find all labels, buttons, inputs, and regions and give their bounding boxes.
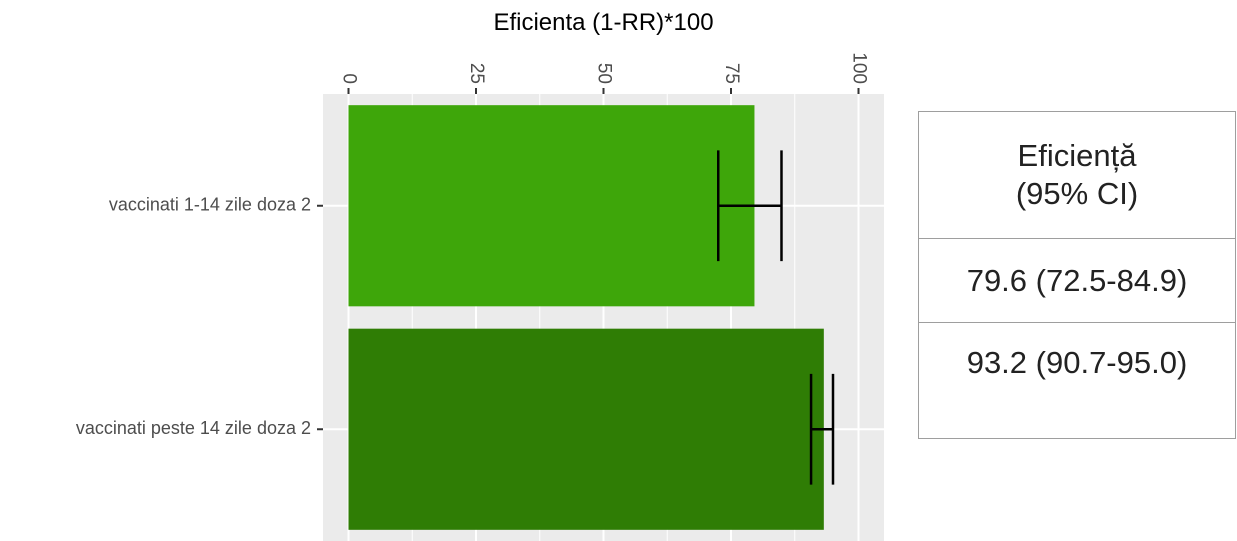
error-bar bbox=[809, 373, 835, 485]
x-tick-label: 75 bbox=[721, 63, 742, 84]
table-row-value: 79.6 (72.5-84.9) bbox=[966, 262, 1188, 298]
bar-chart: 0 25 50 75 100 vaccinati 1-14 zile doza 2vac… bbox=[76, 9, 884, 541]
efficiency-table: Eficiență (95% CI) 79.6 (72.5-84.9) 93.2… bbox=[918, 111, 1236, 439]
bar bbox=[348, 105, 755, 307]
y-axis-ticks: vaccinati 1-14 zile doza 2 vaccinati pest… bbox=[76, 195, 323, 438]
bar bbox=[348, 328, 824, 530]
table-header-line1: Eficiență bbox=[1017, 138, 1137, 173]
bars bbox=[348, 105, 824, 530]
table-row-value: 93.2 (90.7-95.0) bbox=[966, 345, 1188, 380]
x-tick-label: 0 bbox=[338, 73, 359, 84]
x-tick-label: 50 bbox=[593, 63, 614, 84]
y-category-label: vaccinati 1-14 zile doza 2 bbox=[109, 195, 311, 215]
error-bar bbox=[717, 150, 783, 262]
table-header: Eficiență (95% CI) bbox=[919, 112, 1235, 239]
table-row: 79.6 (72.5-84.9) bbox=[919, 239, 1235, 323]
x-tick-label: 25 bbox=[466, 63, 487, 84]
x-tick-label: 100 bbox=[848, 52, 869, 84]
y-category-label: vaccinati peste 14 zile doza 2 bbox=[76, 418, 311, 438]
x-axis-ticks: 0 25 50 75 100 bbox=[338, 52, 869, 94]
table-row: 93.2 (90.7-95.0) bbox=[919, 323, 1235, 439]
error-bars bbox=[717, 150, 835, 485]
table-header-line2: (95% CI) bbox=[1015, 176, 1139, 211]
x-axis-title: Eficienta (1-RR)*100 bbox=[493, 9, 713, 36]
